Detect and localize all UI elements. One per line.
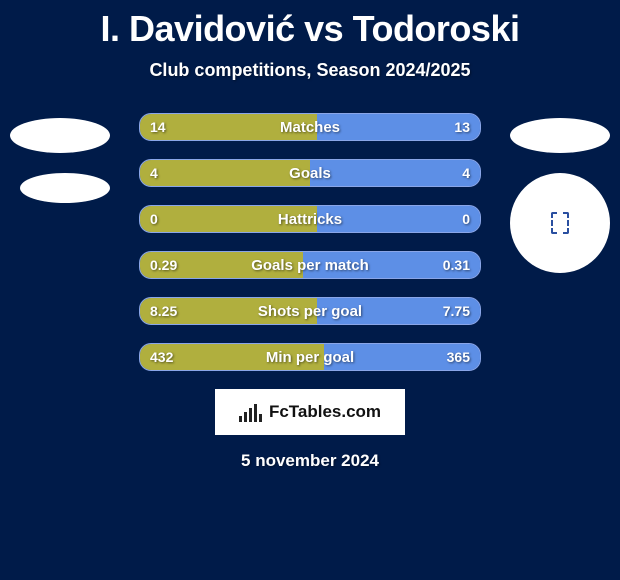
stat-bar-left bbox=[140, 160, 310, 186]
stat-bar-right bbox=[310, 160, 480, 186]
branding-badge: FcTables.com bbox=[215, 389, 405, 435]
player-left-portrait bbox=[10, 118, 110, 223]
club-crest-circle bbox=[510, 173, 610, 273]
stat-value-right: 0.31 bbox=[443, 257, 470, 273]
stat-row: 4 4 Goals bbox=[139, 159, 481, 187]
subtitle: Club competitions, Season 2024/2025 bbox=[0, 60, 620, 81]
stat-value-right: 13 bbox=[454, 119, 470, 135]
stat-value-left: 0 bbox=[150, 211, 158, 227]
placeholder-ellipse bbox=[10, 118, 110, 153]
stat-label: Min per goal bbox=[266, 349, 354, 366]
stats-container: 14 13 Matches 4 4 Goals 0 0 Hattricks 0.29 0.31 Goa… bbox=[139, 113, 481, 371]
bar-chart-icon bbox=[239, 402, 263, 422]
stat-value-left: 8.25 bbox=[150, 303, 177, 319]
stat-value-right: 4 bbox=[462, 165, 470, 181]
player-right-portrait bbox=[510, 118, 610, 273]
stat-label: Hattricks bbox=[278, 211, 342, 228]
stat-value-right: 0 bbox=[462, 211, 470, 227]
club-crest-icon bbox=[551, 212, 569, 234]
date-stamp: 5 november 2024 bbox=[0, 451, 620, 471]
stat-row: 432 365 Min per goal bbox=[139, 343, 481, 371]
stat-label: Goals bbox=[289, 165, 331, 182]
page-title: I. Davidović vs Todoroski bbox=[0, 0, 620, 50]
stat-row: 0.29 0.31 Goals per match bbox=[139, 251, 481, 279]
stat-label: Goals per match bbox=[251, 257, 369, 274]
stat-value-left: 432 bbox=[150, 349, 173, 365]
stat-value-left: 14 bbox=[150, 119, 166, 135]
stat-value-left: 0.29 bbox=[150, 257, 177, 273]
stat-row: 14 13 Matches bbox=[139, 113, 481, 141]
branding-text: FcTables.com bbox=[269, 402, 381, 422]
placeholder-ellipse bbox=[510, 118, 610, 153]
stat-label: Shots per goal bbox=[258, 303, 362, 320]
stat-value-right: 7.75 bbox=[443, 303, 470, 319]
stat-row: 0 0 Hattricks bbox=[139, 205, 481, 233]
stat-value-right: 365 bbox=[447, 349, 470, 365]
stat-label: Matches bbox=[280, 119, 340, 136]
stat-row: 8.25 7.75 Shots per goal bbox=[139, 297, 481, 325]
placeholder-ellipse bbox=[20, 173, 110, 203]
stat-value-left: 4 bbox=[150, 165, 158, 181]
